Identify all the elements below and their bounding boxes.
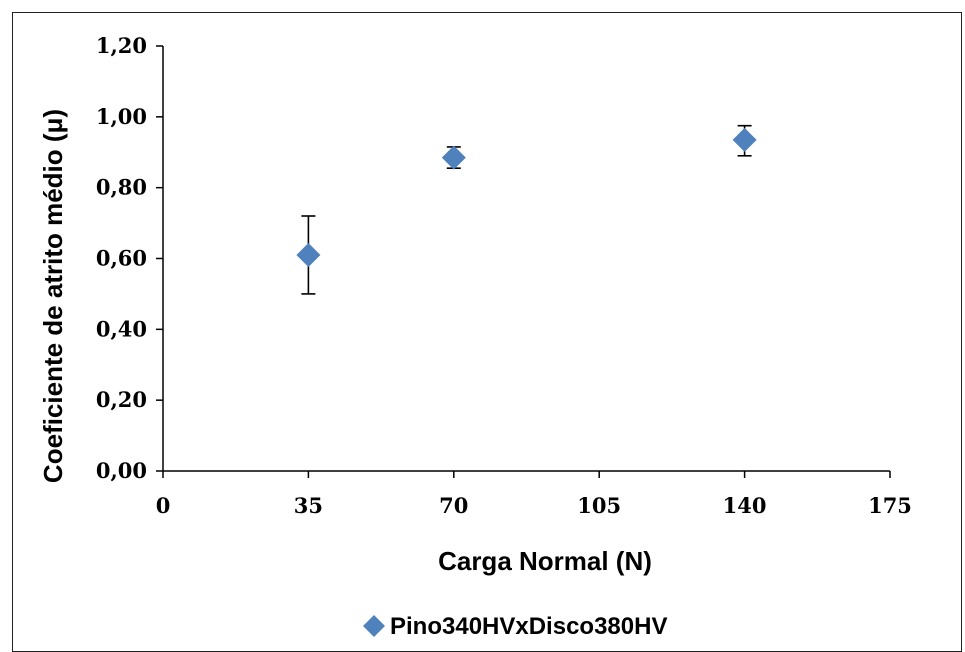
y-tick-label: 0,40 [96, 316, 147, 341]
x-tick-label: 105 [577, 493, 621, 518]
y-tick-label: 0,60 [96, 246, 147, 271]
x-axis-title: Carga Normal (N) [438, 546, 652, 576]
data-points [296, 124, 757, 295]
diamond-marker [296, 242, 321, 267]
data-point [732, 124, 757, 157]
data-point [441, 145, 466, 170]
y-tick-label: 1,20 [96, 33, 147, 58]
y-tick-label: 1,00 [96, 104, 147, 129]
x-tick-label: 35 [294, 493, 323, 518]
x-ticks: 0 35 70 105 140 175 [156, 471, 912, 518]
data-point [296, 215, 321, 295]
diamond-marker [732, 127, 757, 152]
y-tick-label: 0,00 [96, 458, 147, 483]
legend: Pino340HVxDisco380HV [363, 613, 667, 640]
y-ticks: 0,00 0,20 0,40 0,60 0,80 1,00 1,20 [96, 33, 163, 483]
chart-frame [12, 12, 962, 652]
y-tick-label: 0,20 [96, 387, 147, 412]
x-tick-label: 140 [723, 493, 767, 518]
diamond-marker [441, 145, 466, 170]
legend-label: Pino340HVxDisco380HV [390, 613, 667, 640]
y-axis-title: Coeficiente de atrito médio (μ) [38, 109, 68, 483]
x-tick-label: 175 [868, 493, 912, 518]
legend-diamond-marker [363, 615, 385, 637]
axes [162, 46, 890, 472]
y-tick-label: 0,80 [96, 175, 147, 200]
x-tick-label: 0 [156, 493, 171, 518]
x-tick-label: 70 [439, 493, 468, 518]
